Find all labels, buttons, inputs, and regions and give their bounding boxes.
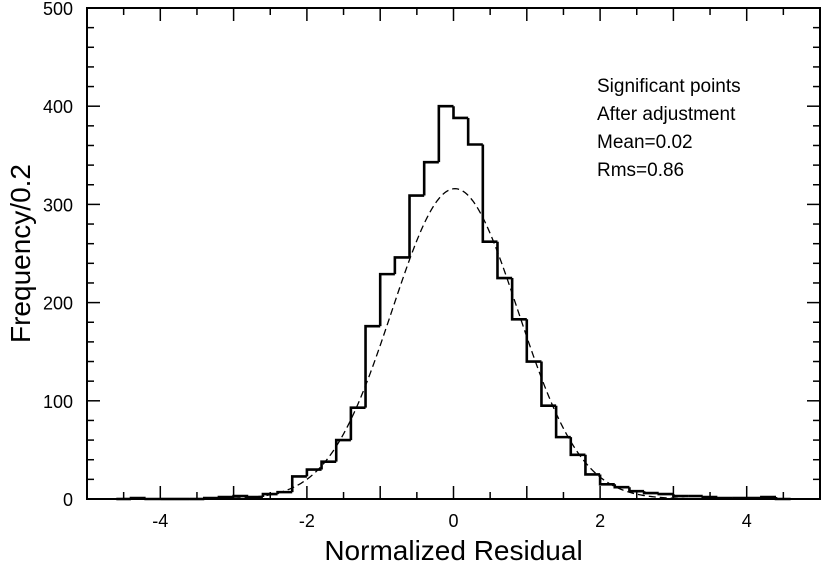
y-tick-label: 200 (43, 294, 73, 314)
annotation-line: After adjustment (597, 104, 736, 125)
histogram-bin (642, 491, 659, 495)
y-tick-label: 500 (43, 0, 73, 19)
histogram-bin (760, 495, 777, 499)
y-axis-title: Frequency/0.2 (5, 164, 36, 343)
histogram-bin (232, 494, 249, 498)
y-tick-label: 100 (43, 392, 73, 412)
histogram-bin (657, 492, 674, 496)
histogram-bin (364, 324, 381, 408)
histogram-bin (393, 256, 410, 275)
x-axis-title: Normalized Residual (324, 535, 582, 565)
histogram-bin (246, 495, 263, 499)
histogram-bin (422, 160, 439, 196)
histogram-bin (378, 272, 395, 327)
histogram-bin (408, 194, 425, 258)
annotation-line: Rms=0.86 (597, 160, 684, 181)
histogram-bin (584, 454, 601, 476)
histogram-bin (672, 494, 689, 498)
histogram-bin (554, 405, 571, 439)
annotation-line: Significant points (597, 76, 741, 97)
histogram-bin (261, 492, 278, 498)
histogram-bin (452, 106, 469, 120)
axis-ticks (86, 7, 821, 500)
histogram-bin (437, 104, 454, 163)
histogram-bin (701, 495, 718, 499)
histogram-bin (320, 460, 337, 470)
histogram-bin (305, 468, 322, 477)
histogram-bin (496, 241, 513, 280)
annotation-line: Mean=0.02 (597, 132, 693, 153)
histogram-bin (613, 484, 630, 489)
histogram-bin (334, 438, 351, 462)
x-tick-label: -4 (152, 511, 168, 531)
histogram-bin (569, 437, 586, 457)
x-tick-label: -2 (299, 511, 315, 531)
axis-tick-labels: -4 -2 0 2 4 0 100 200 300 400 500 (43, 0, 752, 531)
annotation-box: Significant points After adjustment Mean… (597, 76, 741, 181)
histogram-bin (290, 475, 307, 493)
x-tick-label: 4 (742, 511, 752, 531)
x-tick-label: 0 (448, 511, 458, 531)
y-tick-label: 400 (43, 97, 73, 117)
histogram-bin (217, 495, 234, 499)
histogram-bin (540, 361, 557, 408)
histogram-bin (510, 278, 527, 321)
histogram-bin (349, 406, 366, 441)
histogram-bin (481, 144, 498, 244)
plot-area (116, 104, 791, 501)
y-tick-label: 300 (43, 195, 73, 215)
x-tick-label: 2 (595, 511, 605, 531)
histogram-bin (276, 490, 293, 495)
gaussian-fit-curve (189, 188, 718, 500)
histogram-bin (716, 496, 733, 500)
y-tick-label: 0 (63, 490, 73, 510)
histogram-bin (525, 319, 542, 363)
histogram-bin (628, 487, 645, 493)
histogram-bin (598, 474, 615, 486)
histogram-bin (466, 117, 483, 146)
